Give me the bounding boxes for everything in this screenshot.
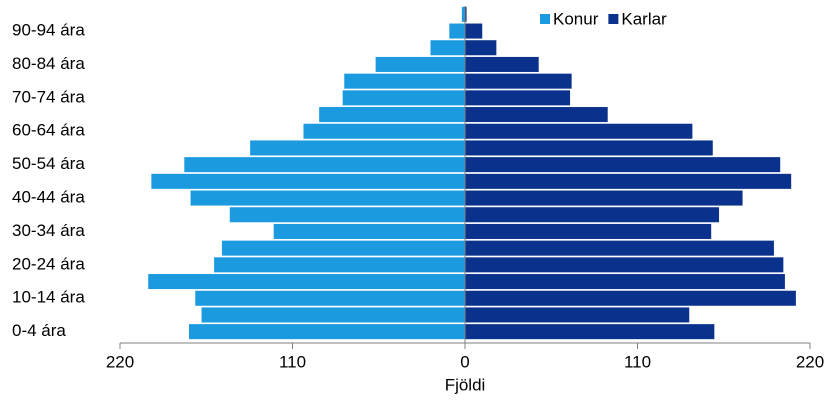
x-tick-label: 0 bbox=[460, 352, 469, 371]
bar bbox=[465, 274, 785, 290]
bar bbox=[465, 223, 712, 239]
bar bbox=[465, 90, 571, 106]
bar bbox=[195, 290, 466, 306]
x-tick-label: 220 bbox=[106, 352, 134, 371]
bar bbox=[449, 23, 465, 39]
bar bbox=[375, 56, 465, 72]
bar bbox=[465, 157, 781, 173]
y-tick-label: 50-54 ára bbox=[12, 154, 85, 173]
bar bbox=[214, 257, 465, 273]
bar bbox=[184, 157, 465, 173]
bar bbox=[250, 140, 465, 156]
bar bbox=[151, 173, 465, 189]
bar bbox=[229, 207, 465, 223]
x-tick-label: 220 bbox=[796, 352, 824, 371]
y-tick-label: 90-94 ára bbox=[12, 21, 85, 40]
bar bbox=[221, 240, 465, 256]
y-tick-label: 30-34 ára bbox=[12, 221, 85, 240]
x-tick-label: 110 bbox=[624, 352, 651, 371]
bar bbox=[465, 324, 715, 340]
bar bbox=[189, 324, 465, 340]
bar bbox=[465, 73, 572, 89]
y-tick-label: 70-74 ára bbox=[12, 87, 85, 106]
bar bbox=[465, 40, 497, 56]
y-tick-label: 80-84 ára bbox=[12, 54, 85, 73]
bar bbox=[430, 40, 465, 56]
bar bbox=[190, 190, 465, 206]
legend-swatch bbox=[540, 14, 550, 24]
bar bbox=[344, 73, 465, 89]
bar bbox=[461, 6, 465, 22]
bar bbox=[465, 240, 774, 256]
bar bbox=[465, 56, 539, 72]
bar bbox=[465, 107, 608, 123]
x-tick-label: 110 bbox=[279, 352, 306, 371]
legend-swatch bbox=[608, 14, 619, 24]
bar bbox=[465, 140, 713, 156]
bar bbox=[148, 274, 465, 290]
bar bbox=[465, 307, 690, 323]
legend-label: Konur bbox=[553, 9, 599, 28]
bar bbox=[303, 123, 465, 139]
y-tick-label: 60-64 ára bbox=[12, 121, 85, 140]
y-tick-label: 40-44 ára bbox=[12, 188, 85, 207]
y-tick-label: 10-14 ára bbox=[12, 288, 85, 307]
bar bbox=[342, 90, 465, 106]
bar bbox=[465, 23, 483, 39]
bar bbox=[465, 290, 796, 306]
x-axis-label: Fjöldi bbox=[445, 375, 486, 394]
bar bbox=[465, 190, 743, 206]
bar bbox=[465, 207, 720, 223]
bar bbox=[201, 307, 465, 323]
bar bbox=[465, 6, 467, 22]
bar bbox=[273, 223, 465, 239]
bar bbox=[465, 123, 693, 139]
bar bbox=[465, 257, 784, 273]
bar bbox=[465, 173, 792, 189]
y-tick-label: 0-4 ára bbox=[12, 321, 66, 340]
legend-label: Karlar bbox=[621, 9, 667, 28]
bar bbox=[319, 107, 465, 123]
y-tick-label: 20-24 ára bbox=[12, 254, 85, 273]
